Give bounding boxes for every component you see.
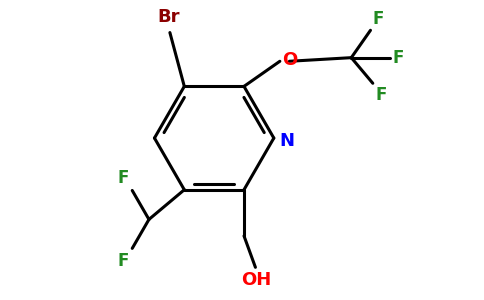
Text: Br: Br bbox=[157, 8, 180, 26]
Text: F: F bbox=[373, 10, 384, 28]
Text: F: F bbox=[375, 86, 387, 104]
Text: F: F bbox=[118, 251, 129, 269]
Text: O: O bbox=[282, 51, 298, 69]
Text: F: F bbox=[393, 49, 404, 67]
Text: N: N bbox=[279, 132, 294, 150]
Text: F: F bbox=[118, 169, 129, 187]
Text: OH: OH bbox=[241, 271, 272, 289]
